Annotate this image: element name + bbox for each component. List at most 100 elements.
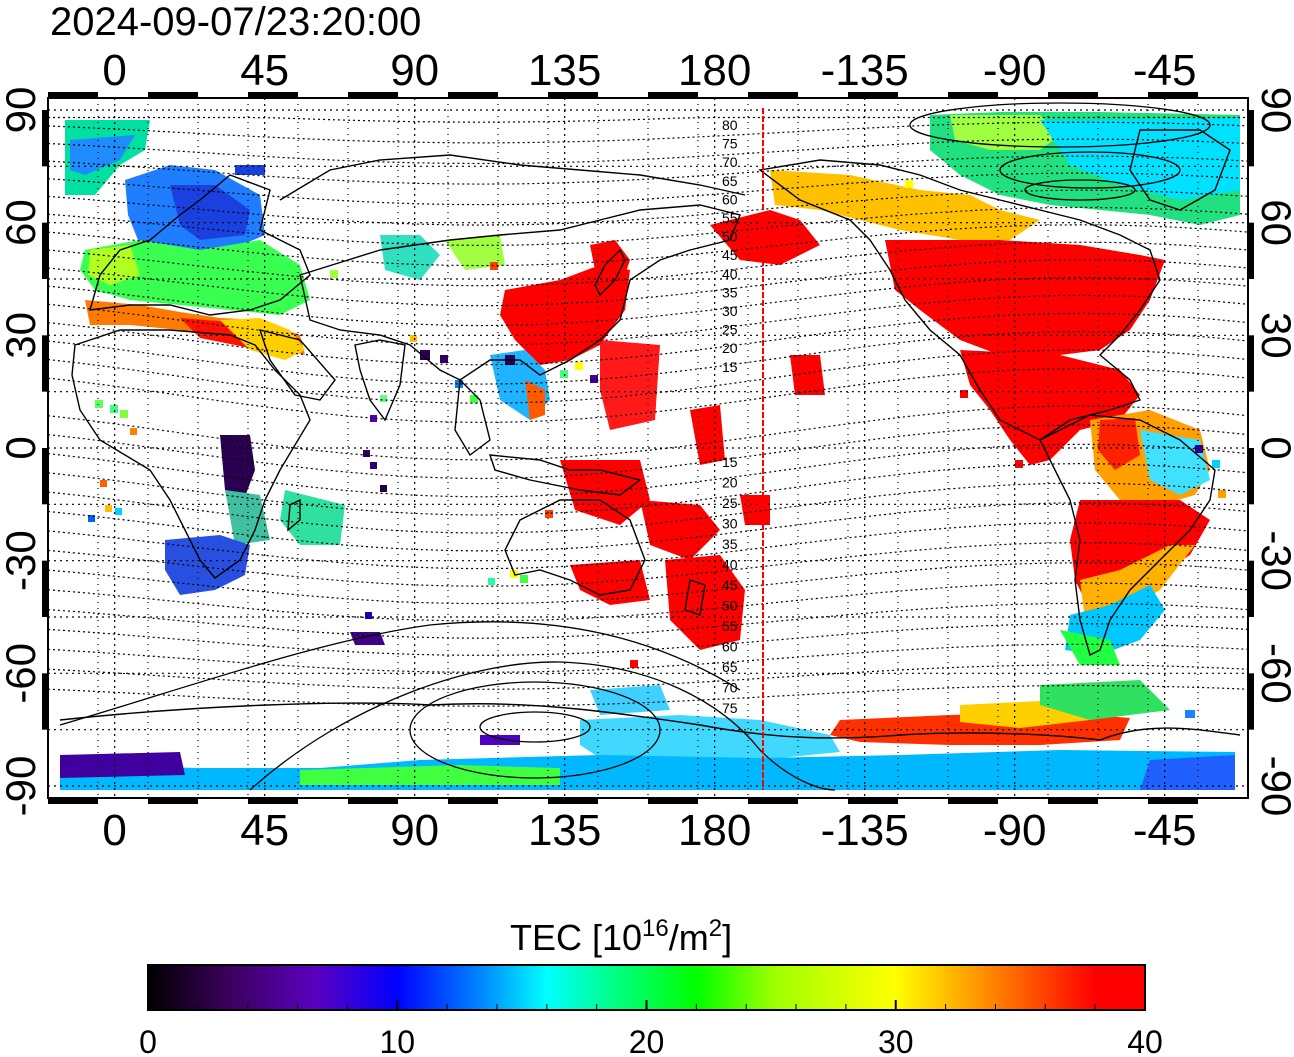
frame-tick-top — [1048, 92, 1098, 97]
lon-tick-label-top: 135 — [528, 46, 601, 95]
frame-tick-top — [648, 92, 698, 97]
coast-antarctica — [59, 702, 1241, 741]
lon-tick-label-bottom: 45 — [240, 806, 289, 855]
tec-point — [1218, 490, 1226, 498]
lon-tick-label-top: -135 — [821, 46, 909, 95]
mlat-label-south: 25 — [722, 495, 738, 511]
mlat-label-south: 15 — [722, 454, 738, 470]
tec-point — [575, 362, 583, 370]
colorbar-tick-label: 0 — [139, 1024, 157, 1057]
mlat-contour — [47, 623, 1249, 656]
mlat-label-north: 15 — [722, 359, 738, 375]
lat-labels-left: 90 60 30 0 -30 -60 -90 — [0, 87, 44, 817]
mlat-label-south: 45 — [722, 577, 738, 593]
tec-point — [95, 400, 103, 408]
coast-north-america — [758, 159, 1161, 441]
frame-tick-bottom — [348, 799, 398, 804]
mlat-contour — [47, 294, 1249, 346]
tec-region-australia-east — [570, 560, 650, 605]
coast-south-america — [1039, 414, 1216, 657]
tec-point — [410, 335, 417, 342]
colorbar-title: TEC [1016/m2] — [510, 915, 732, 958]
lat-tick-label-right: 0 — [1253, 436, 1294, 459]
tec-region-philippines — [525, 380, 545, 420]
tec-point — [488, 578, 495, 585]
tec-point — [330, 270, 338, 278]
coastlines — [59, 129, 1241, 741]
colorbar-tick-label: 30 — [878, 1024, 914, 1057]
frame-tick-top — [48, 92, 98, 97]
mlat-contour — [47, 424, 1249, 480]
tec-point — [110, 405, 118, 413]
mlat-label-south: 70 — [722, 680, 738, 696]
lon-tick-label-bottom: 180 — [678, 806, 751, 855]
coast-greenland — [1129, 129, 1231, 211]
lat-tick-label-right: -60 — [1253, 643, 1294, 704]
tec-region-greenland — [1040, 118, 1240, 200]
mlat-contour — [47, 462, 1249, 516]
frame-tick-bottom — [1148, 799, 1198, 804]
mlat-label-north: 20 — [722, 340, 738, 356]
tec-region-south-ocean-b — [1040, 680, 1170, 720]
frame-tick-top — [148, 92, 198, 97]
frame-tick-right — [1249, 448, 1254, 505]
tec-region-hawaii — [790, 355, 825, 395]
coast-indonesia — [488, 454, 642, 496]
mlat-label-north: 65 — [722, 173, 738, 189]
mlat-contour — [47, 522, 1249, 570]
mlat-label-north: 30 — [722, 303, 738, 319]
frame-tick-left — [42, 448, 47, 505]
lon-tick-label-bottom: -45 — [1133, 806, 1197, 855]
north-polar-contour-a — [909, 102, 1211, 148]
tec-point — [380, 395, 387, 402]
mlat-label-north: 50 — [722, 229, 738, 245]
mlat-contour — [47, 482, 1249, 534]
mlat-contour — [47, 312, 1249, 366]
tec-point — [105, 505, 112, 512]
coast-africa — [71, 329, 311, 579]
lon-tick-label-top: 180 — [678, 46, 751, 95]
timestamp-title: 2024-09-07/23:20:00 — [50, 0, 421, 44]
polar-contour-mid — [409, 681, 661, 779]
frame-tick-bottom — [648, 799, 698, 804]
frame-tick-top — [248, 92, 298, 97]
frame-tick-left — [42, 110, 47, 167]
mlat-contour — [47, 155, 1249, 185]
coast-arabia — [258, 329, 336, 401]
frame-tick-left — [42, 222, 47, 279]
mlat-label-north: 40 — [722, 266, 738, 282]
tec-point — [470, 395, 478, 403]
tec-region-patagonia-tip — [1060, 630, 1120, 665]
tec-point — [590, 375, 598, 383]
frame-tick-top — [348, 92, 398, 97]
coast-madagascar — [287, 498, 301, 532]
tec-region-north-america — [885, 240, 1165, 355]
lon-labels-bottom: 0 45 90 135 180 -135 -90 -45 — [102, 806, 1196, 855]
mlat-contour — [47, 349, 1249, 404]
tec-point — [235, 165, 265, 175]
tec-point — [545, 510, 553, 518]
tec-region-south-ocean-small — [480, 735, 520, 745]
mlat-contour — [47, 172, 1249, 206]
mlat-contour — [47, 121, 1249, 144]
mlat-contour — [47, 582, 1249, 622]
mlat-labels-south: 15 20 25 30 35 40 45 50 55 60 65 70 75 — [722, 454, 738, 716]
frame-tick-left — [42, 560, 47, 617]
lon-labels-top: 0 45 90 135 180 -135 -90 -45 — [102, 46, 1196, 95]
frame-tick-top — [548, 92, 598, 97]
mlat-contour — [47, 224, 1249, 267]
tec-region-antarctic-west — [60, 752, 185, 778]
magnetic-latitude-contours — [47, 116, 1249, 707]
lat-tick-label-left: -30 — [0, 530, 44, 591]
lon-tick-label-bottom: 135 — [528, 806, 601, 855]
tec-region-antarctic-coast-east — [1140, 755, 1235, 790]
coast-australia — [504, 499, 646, 596]
tec-point — [560, 370, 568, 378]
coast-japan — [594, 248, 626, 297]
lon-tick-label-top: -90 — [983, 46, 1047, 95]
mlat-label-south: 30 — [722, 516, 738, 532]
mlat-contour — [47, 664, 1249, 690]
colorbar-tick-label: 10 — [379, 1024, 415, 1057]
colorbar-tick-label: 40 — [1127, 1024, 1163, 1057]
mlat-label-north: 35 — [722, 284, 738, 300]
